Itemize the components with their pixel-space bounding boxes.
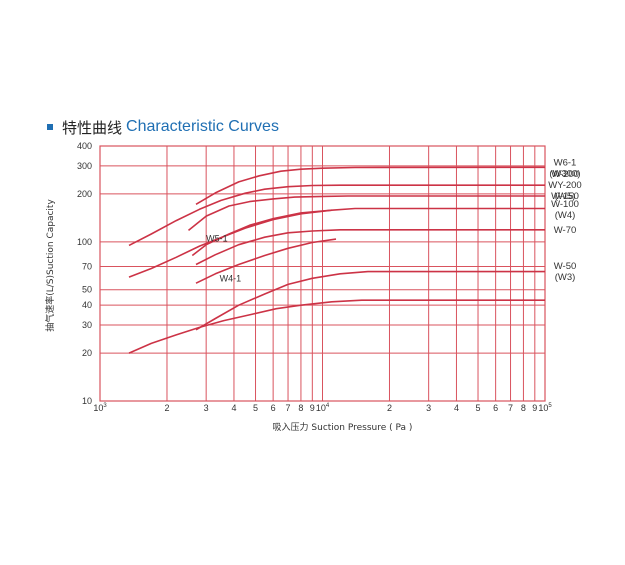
y-tick-label: 70 [82,261,92,271]
x-tick-label: 7 [508,403,513,413]
series-line-w-70 [195,229,545,266]
x-tick-label: 8 [521,403,526,413]
x-tick-label: 6 [493,403,498,413]
series-label: W-70 [554,225,577,236]
x-tick-label: 104 [316,403,330,413]
series-label: W-200 [551,169,579,180]
y-axis-title: 抽气速率(L/S)Suction Capacity [44,199,56,332]
x-tick-label: 3 [204,403,209,413]
x-tick-label: 9 [310,403,315,413]
y-tick-label: 20 [82,348,92,358]
series-label: W6-1 [554,158,577,169]
y-tick-label: 30 [82,320,92,330]
x-tick-label: 4 [231,403,236,413]
y-tick-label: 400 [77,141,92,151]
curve-annotation: W4-1 [220,273,242,283]
x-tick-label: 3 [426,403,431,413]
chart-title: 特性曲线 Characteristic Curves [47,114,279,140]
y-tick-label: 300 [77,161,92,171]
series-label: (W4) [555,210,576,221]
x-tick-label: 2 [164,403,169,413]
x-tick-label: 5 [253,403,258,413]
y-tick-label: 100 [77,237,92,247]
x-tick-label: 103 [93,403,107,413]
x-axis-title: 吸入压力 Suction Pressure ( Pa ) [273,421,413,433]
series-label: WY-200 [548,180,581,191]
series-label: (W300) [549,169,580,180]
x-tick-label: 8 [298,403,303,413]
y-tick-label: 200 [77,189,92,199]
y-tick-label: 50 [82,285,92,295]
series-label: W-50 [554,261,577,272]
x-tick-label: 6 [271,403,276,413]
series-line-w4-1 [195,238,337,284]
series-label: (W5) [555,191,576,202]
series-line-w-50-w3- [128,299,545,354]
series-line-w-200 [128,184,545,247]
chart-title-cn: 特性曲线 [62,118,123,137]
y-tick-label: 10 [82,396,92,406]
x-tick-label: 4 [454,403,459,413]
x-tick-label: 9 [532,403,537,413]
series-line-w6-1 [195,166,546,205]
series-line-w5-1 [191,209,332,257]
series-label: (W3) [555,272,576,283]
series-line-w-100 [128,207,545,278]
series-line-w-50 [195,270,545,331]
series-label: W-100 [551,199,579,210]
x-tick-label: 7 [286,403,291,413]
y-tick-label: 40 [82,300,92,310]
series-line-w-150 [187,195,545,232]
x-tick-label: 2 [387,403,392,413]
series-label: W-150 [551,191,579,202]
x-tick-label: 105 [538,403,552,413]
title-bullet-icon [47,124,53,130]
curve-annotation: W5-1 [206,233,228,243]
chart-title-en: Characteristic Curves [126,118,279,135]
x-tick-label: 5 [476,403,481,413]
